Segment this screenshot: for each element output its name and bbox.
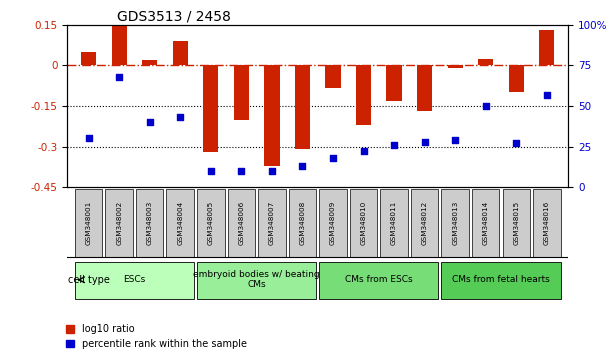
FancyBboxPatch shape <box>289 189 316 257</box>
Legend: log10 ratio, percentile rank within the sample: log10 ratio, percentile rank within the … <box>66 324 246 349</box>
Text: GSM348005: GSM348005 <box>208 201 214 245</box>
FancyBboxPatch shape <box>320 262 439 299</box>
Text: ESCs: ESCs <box>123 275 145 284</box>
Text: GSM348016: GSM348016 <box>544 201 550 245</box>
Text: GSM348014: GSM348014 <box>483 201 489 245</box>
FancyBboxPatch shape <box>503 189 530 257</box>
Point <box>359 149 368 154</box>
FancyBboxPatch shape <box>228 189 255 257</box>
Text: CMs from fetal hearts: CMs from fetal hearts <box>452 275 550 284</box>
FancyBboxPatch shape <box>442 189 469 257</box>
Text: GSM348007: GSM348007 <box>269 201 275 245</box>
Point <box>175 115 185 120</box>
Bar <box>387 65 402 101</box>
Point <box>450 137 460 143</box>
Bar <box>509 65 524 92</box>
Bar <box>295 65 310 149</box>
Point <box>267 168 277 174</box>
Point <box>114 74 124 80</box>
FancyBboxPatch shape <box>197 262 316 299</box>
FancyBboxPatch shape <box>258 189 286 257</box>
FancyBboxPatch shape <box>166 189 194 257</box>
Bar <box>81 52 97 65</box>
Bar <box>234 65 249 120</box>
Text: GSM348013: GSM348013 <box>452 201 458 245</box>
Text: CMs from ESCs: CMs from ESCs <box>345 275 412 284</box>
Text: GSM348002: GSM348002 <box>116 201 122 245</box>
Point <box>84 136 93 141</box>
Point <box>236 168 246 174</box>
FancyBboxPatch shape <box>197 189 225 257</box>
Point <box>145 119 155 125</box>
Point <box>420 139 430 144</box>
FancyBboxPatch shape <box>320 189 347 257</box>
FancyBboxPatch shape <box>472 189 500 257</box>
FancyBboxPatch shape <box>75 262 194 299</box>
Text: GSM348008: GSM348008 <box>299 201 306 245</box>
FancyBboxPatch shape <box>136 189 164 257</box>
FancyBboxPatch shape <box>381 189 408 257</box>
Bar <box>326 65 341 88</box>
Text: cell type: cell type <box>68 275 109 285</box>
FancyBboxPatch shape <box>75 189 103 257</box>
Bar <box>447 65 463 68</box>
Text: GSM348003: GSM348003 <box>147 201 153 245</box>
Point <box>298 163 307 169</box>
FancyBboxPatch shape <box>106 189 133 257</box>
Point <box>328 155 338 161</box>
Point <box>511 141 521 146</box>
Text: GDS3513 / 2458: GDS3513 / 2458 <box>117 10 231 24</box>
Point <box>206 168 216 174</box>
Bar <box>265 65 280 166</box>
Text: GSM348004: GSM348004 <box>177 201 183 245</box>
Text: GSM348009: GSM348009 <box>330 201 336 245</box>
Bar <box>203 65 219 152</box>
Text: embryoid bodies w/ beating
CMs: embryoid bodies w/ beating CMs <box>193 270 320 290</box>
Point <box>542 92 552 97</box>
FancyBboxPatch shape <box>533 189 561 257</box>
Text: GSM348012: GSM348012 <box>422 201 428 245</box>
FancyBboxPatch shape <box>411 189 439 257</box>
Bar <box>540 30 555 65</box>
FancyBboxPatch shape <box>349 189 378 257</box>
Bar <box>356 65 371 125</box>
Text: GSM348015: GSM348015 <box>513 201 519 245</box>
Text: GSM348011: GSM348011 <box>391 201 397 245</box>
Point <box>389 142 399 148</box>
Bar <box>417 65 433 112</box>
Text: GSM348001: GSM348001 <box>86 201 92 245</box>
Point <box>481 103 491 109</box>
Bar <box>478 59 494 65</box>
Bar <box>142 60 158 65</box>
FancyBboxPatch shape <box>442 262 561 299</box>
Bar <box>111 25 127 65</box>
Bar <box>173 41 188 65</box>
Text: GSM348006: GSM348006 <box>238 201 244 245</box>
Text: GSM348010: GSM348010 <box>360 201 367 245</box>
